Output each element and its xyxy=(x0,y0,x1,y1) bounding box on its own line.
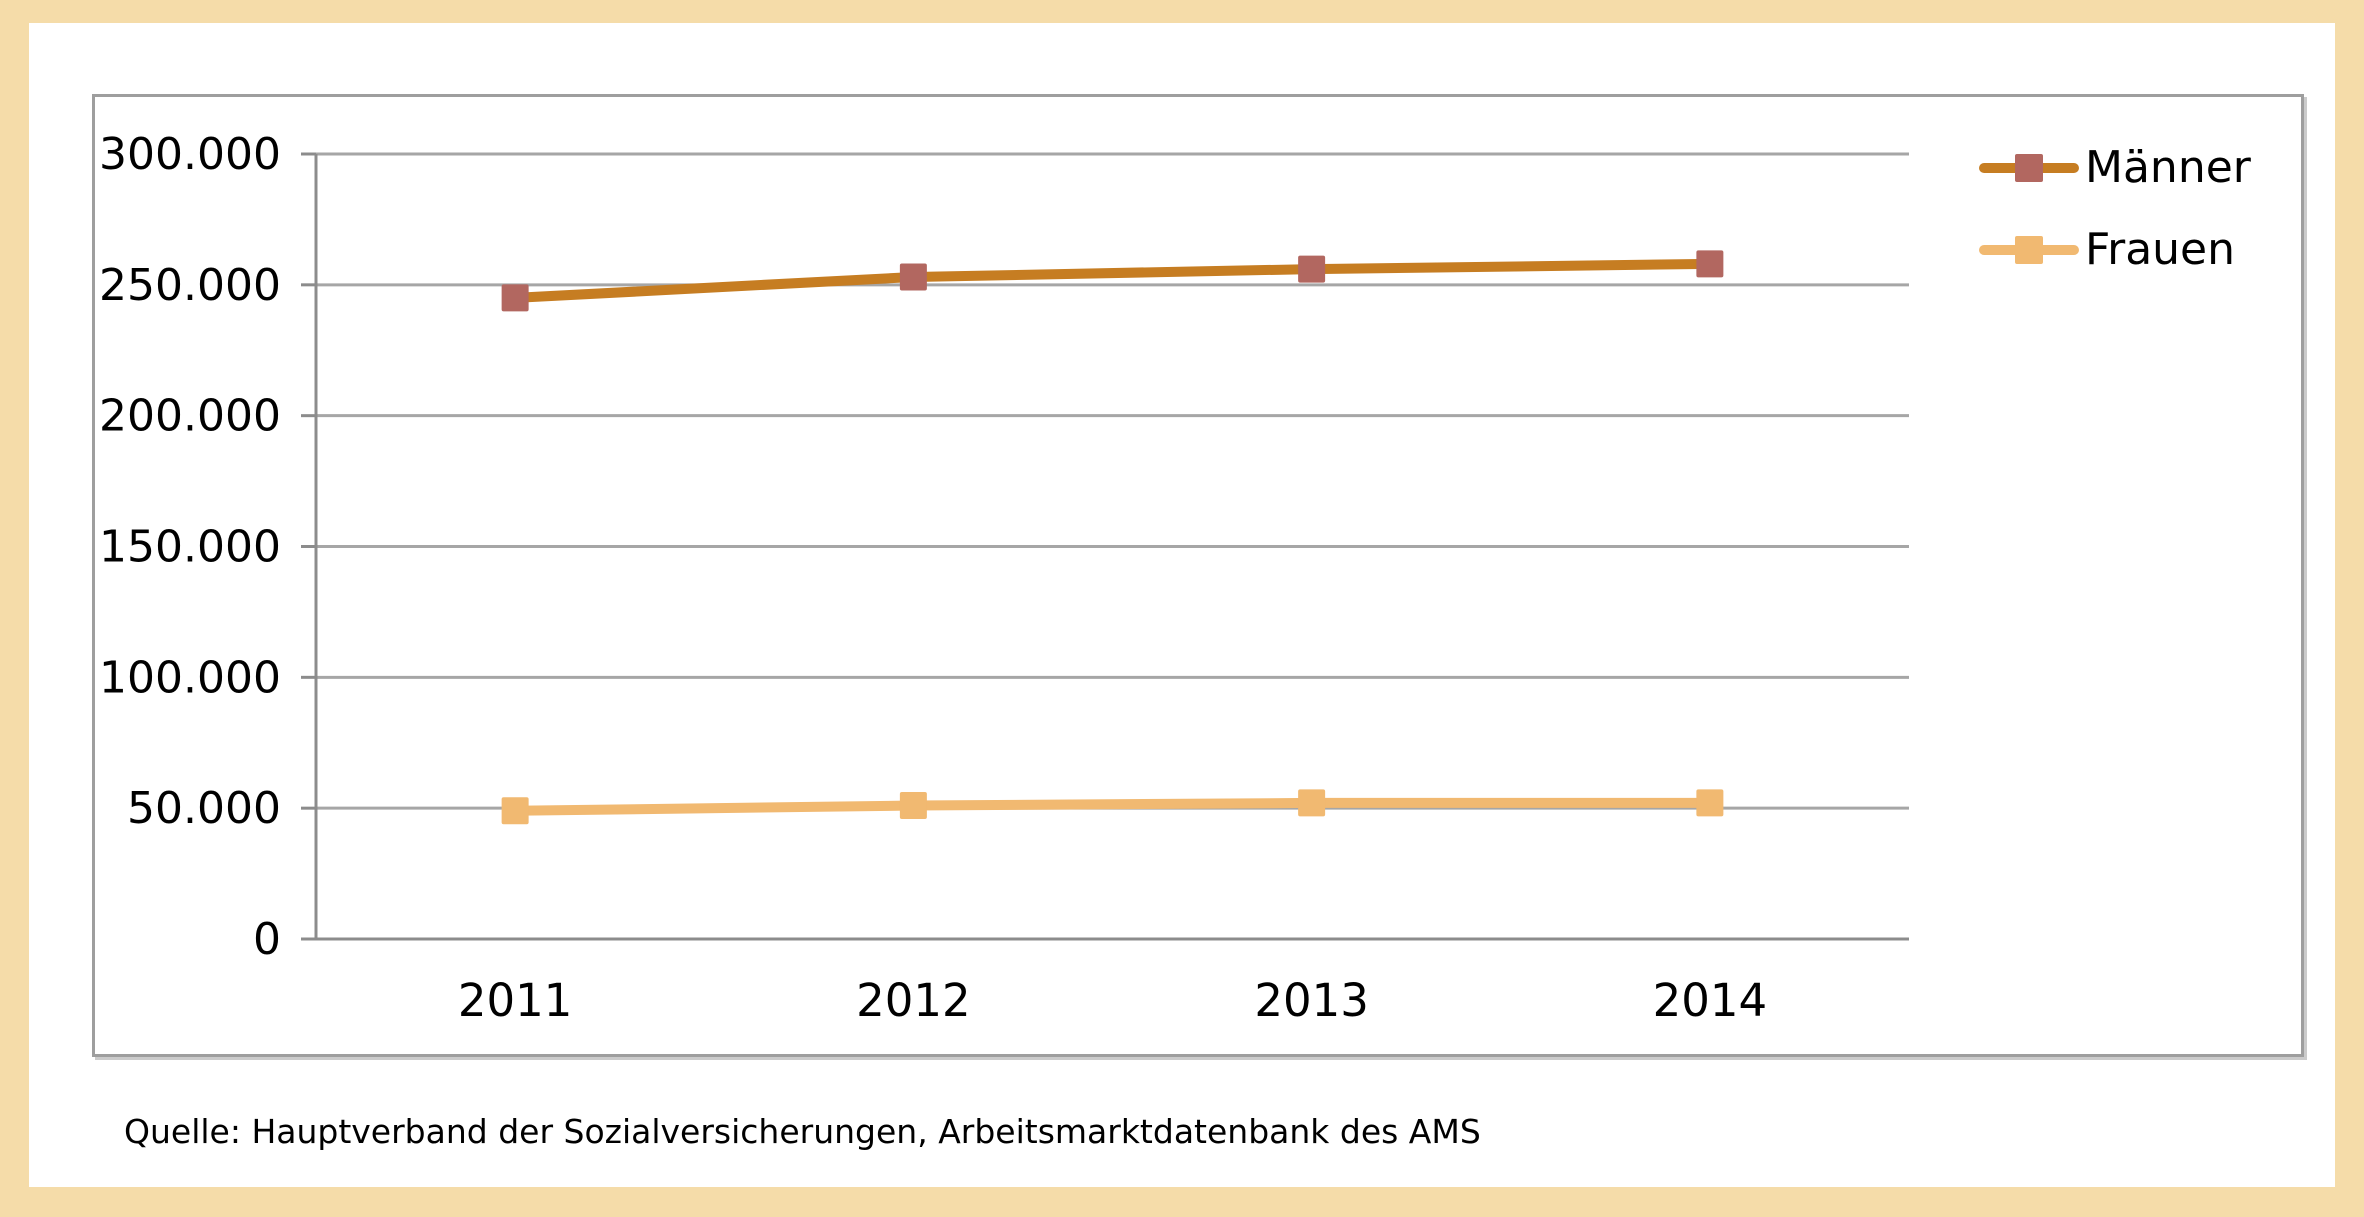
series-line-frauen xyxy=(510,797,1715,816)
legend-item-maenner: Männer xyxy=(1979,146,2251,190)
x-tick-label: 2014 xyxy=(1653,974,1768,1027)
y-tick-label: 100.000 xyxy=(99,652,281,703)
legend-label-maenner: Männer xyxy=(2085,142,2251,193)
y-tick-label: 300.000 xyxy=(99,129,281,180)
data-point-marker xyxy=(501,284,529,312)
maenner-marker-icon xyxy=(2015,154,2043,182)
chart-panel: 0 50.000 100.000 150.000 200.000 250.000 300.0… xyxy=(29,23,2335,1187)
series-line-maenner xyxy=(510,258,1715,303)
data-point-marker xyxy=(501,797,529,825)
legend-sample-maenner xyxy=(1979,146,2079,190)
x-tick-label: 2013 xyxy=(1254,974,1369,1027)
legend-sample-frauen xyxy=(1979,228,2079,272)
data-point-marker xyxy=(899,792,927,820)
y-tick-label: 0 xyxy=(253,914,281,965)
line-chart: 0 50.000 100.000 150.000 200.000 250.000 300.0… xyxy=(99,129,1909,1027)
data-point-marker xyxy=(1696,250,1724,278)
chart-frame: 0 50.000 100.000 150.000 200.000 250.000 300.0… xyxy=(92,94,2304,1057)
source-note: Quelle: Hauptverband der Sozialversicher… xyxy=(124,1112,1481,1151)
y-tick-label: 150.000 xyxy=(99,522,281,573)
y-tick-label: 50.000 xyxy=(127,783,281,834)
y-tick-label: 250.000 xyxy=(99,260,281,311)
y-tick-label: 200.000 xyxy=(99,391,281,442)
data-point-marker xyxy=(1696,789,1724,817)
data-point-marker xyxy=(1298,255,1326,283)
x-tick-label: 2011 xyxy=(458,974,573,1027)
legend-item-frauen: Frauen xyxy=(1979,228,2235,272)
frauen-marker-icon xyxy=(2015,236,2043,264)
data-point-marker xyxy=(1298,789,1326,817)
legend-label-frauen: Frauen xyxy=(2085,224,2236,275)
x-tick-label: 2012 xyxy=(856,974,971,1027)
data-point-marker xyxy=(899,263,927,291)
